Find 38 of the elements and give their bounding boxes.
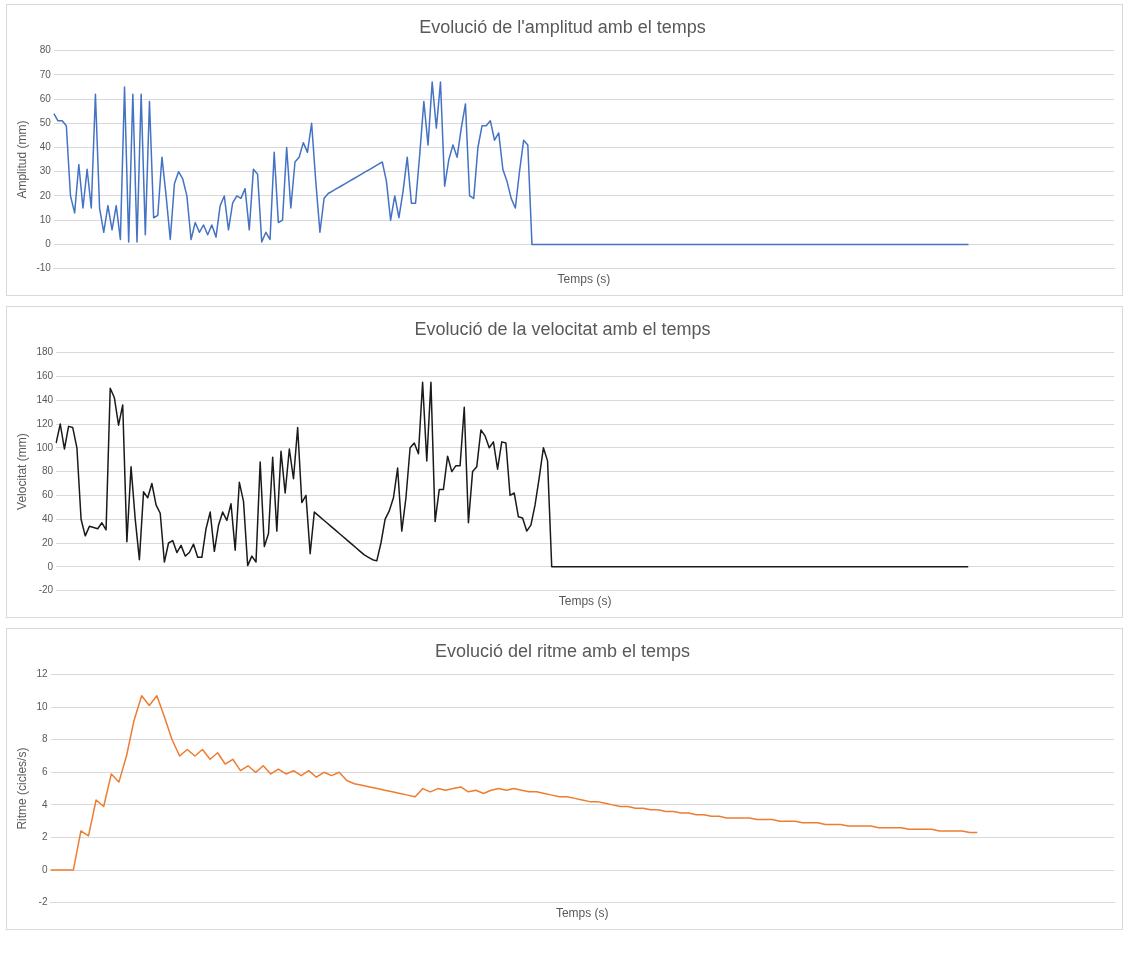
y-tick-label: 120: [36, 417, 54, 429]
y-axis-title: Ritme (cicles/s): [14, 747, 29, 830]
y-tick-label: -2: [38, 896, 48, 908]
y-tick-label: 10: [39, 213, 52, 225]
y-axis-title: Velocitat (mm): [14, 433, 29, 510]
y-tick-label: 30: [39, 165, 52, 177]
y-tick-label: -20: [38, 584, 54, 596]
y-tick-label: -10: [36, 262, 52, 274]
y-tick-label: 0: [47, 560, 54, 572]
y-tick-label: 40: [39, 141, 52, 153]
y-tick-label: 50: [39, 117, 52, 129]
y-tick-label: 140: [36, 393, 54, 405]
y-tick-label: 80: [41, 465, 54, 477]
y-tick-label: 20: [39, 189, 52, 201]
y-tick-label: 12: [36, 668, 48, 680]
y-tick-label: 4: [41, 798, 48, 810]
y-tick-label: 180: [36, 346, 54, 358]
x-axis-title: Temps (s): [557, 272, 611, 287]
x-axis-title: Temps (s): [558, 594, 612, 609]
chart-title: Evolució de la velocitat amb el temps: [414, 318, 711, 339]
y-tick-label: 10: [36, 700, 48, 712]
x-axis-title: Temps (s): [555, 906, 609, 921]
chart-title: Evolució del ritme amb el temps: [434, 640, 691, 661]
y-tick-label: 60: [39, 92, 52, 104]
y-tick-label: 6: [41, 766, 48, 778]
y-tick-label: 8: [41, 733, 48, 745]
y-tick-label: 20: [41, 536, 54, 548]
y-tick-label: 60: [41, 489, 54, 501]
y-tick-label: 0: [41, 863, 48, 875]
y-tick-label: 40: [41, 512, 54, 524]
y-tick-label: 2: [41, 831, 48, 843]
y-tick-label: 0: [45, 238, 52, 250]
y-tick-label: 100: [36, 441, 54, 453]
chart-title: Evolució de l'amplitud amb el temps: [419, 16, 706, 37]
y-axis-title: Amplitud (mm): [14, 120, 29, 199]
y-tick-label: 160: [36, 370, 54, 382]
y-tick-label: 80: [39, 44, 52, 56]
y-tick-label: 70: [39, 68, 52, 80]
